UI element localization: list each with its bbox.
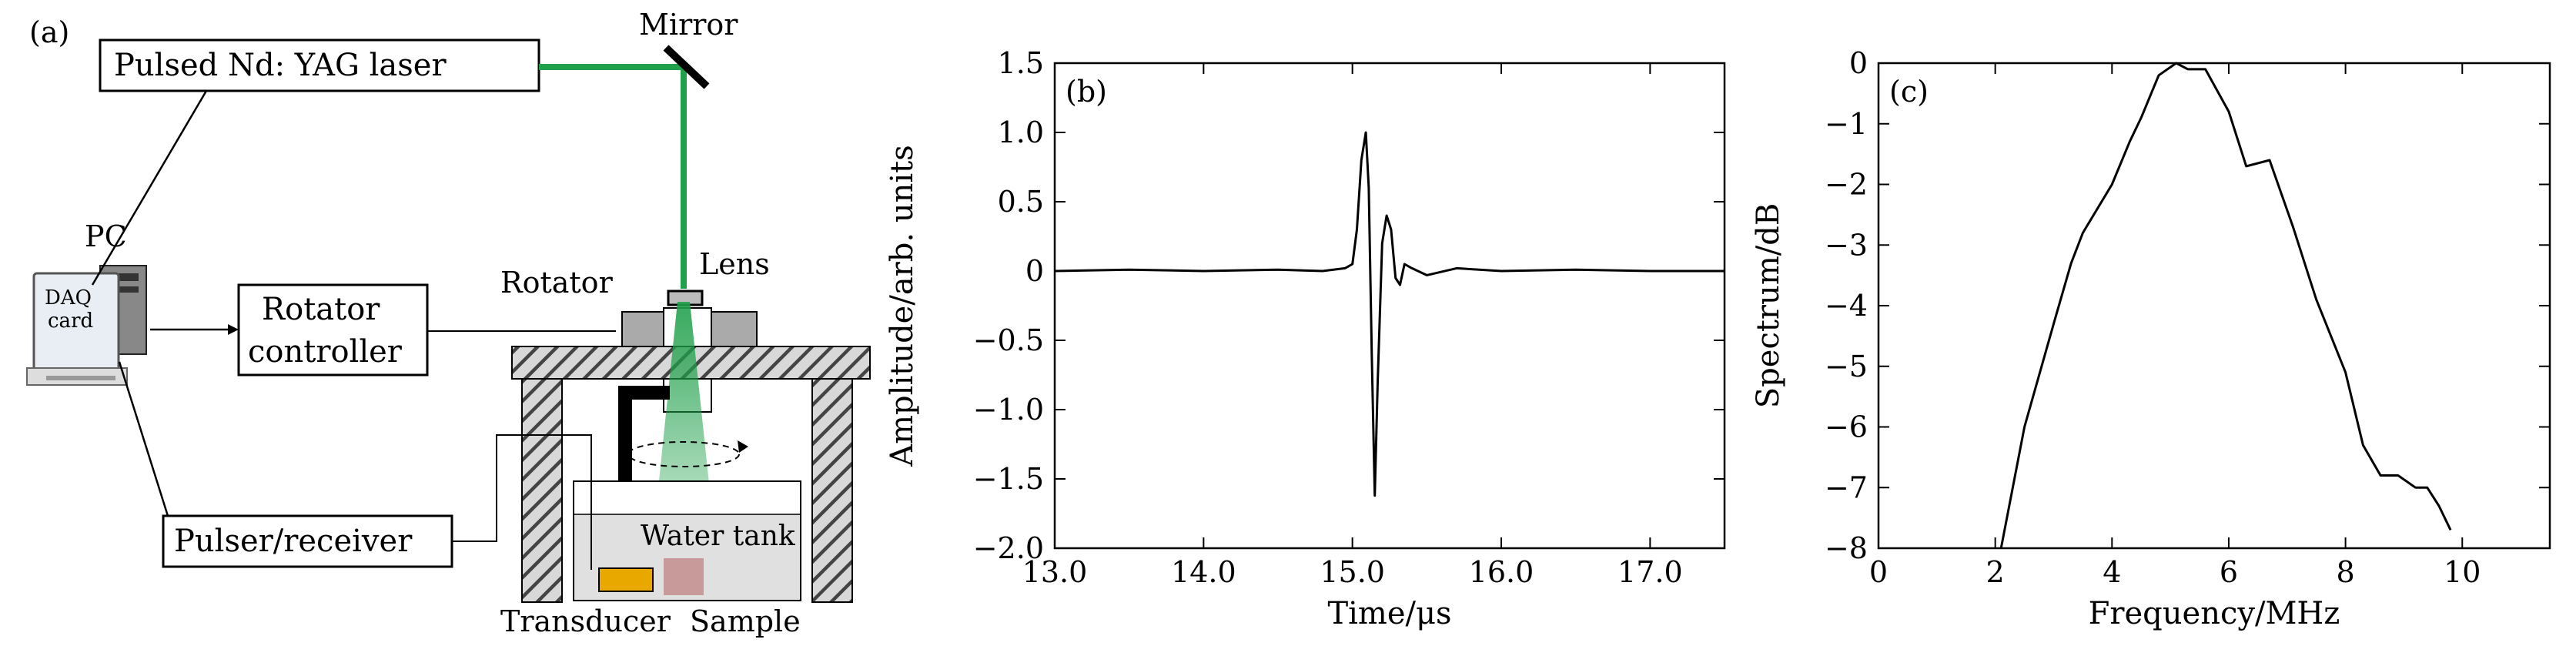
y-tick-label: −8 — [1825, 531, 1868, 565]
x-axis-label: Time/μs — [1327, 596, 1451, 631]
time-domain-chart: 13.0 14.0 15.0 16.0 17.0 1.5 1.0 0.5 0 −0.5 −1.0 −1… — [885, 46, 1726, 631]
pulser-receiver-label: Pulser/receiver — [174, 524, 413, 559]
platform-leg-right — [811, 378, 853, 603]
x-tick-label: 17.0 — [1618, 555, 1683, 589]
x-tick-label: 14.0 — [1171, 555, 1236, 589]
panel-a-label: (a) — [29, 15, 69, 49]
x-tick-label: 8 — [2337, 555, 2355, 589]
spectrum-chart: 0 2 4 6 8 10 0 −1 −2 −3 −4 −5 −6 −7 −8 (c) Frequency/MHz… — [1751, 46, 2551, 631]
y-tick-label: −2.0 — [973, 531, 1044, 565]
pulser-receiver-box — [162, 514, 453, 568]
daq-label-2: card — [48, 310, 93, 333]
laser-label: Pulsed Nd: YAG laser — [114, 48, 447, 83]
y-tick-label: −5 — [1825, 350, 1868, 383]
x-tick-label: 2 — [1986, 555, 2005, 589]
x-tick-label: 0 — [1869, 555, 1888, 589]
y-tick-label: 1.5 — [998, 46, 1044, 80]
rotator-controller-box — [237, 283, 429, 377]
daq-label-1: DAQ — [45, 286, 92, 310]
computer-icon — [26, 265, 147, 386]
y-tick-label: −1.5 — [973, 462, 1044, 496]
pc-label: PC — [85, 219, 127, 253]
series-line — [1054, 131, 1725, 497]
mirror-label: Mirror — [639, 8, 738, 42]
series-line — [1999, 62, 2452, 549]
laser-beam — [539, 64, 687, 289]
y-tick-label: 0 — [1849, 46, 1868, 80]
arrowhead-icon — [228, 324, 239, 335]
x-tick-label: 4 — [2103, 555, 2121, 589]
x-axis-label: Frequency/MHz — [2089, 596, 2340, 631]
x-tick-label: 16.0 — [1469, 555, 1534, 589]
lens-label: Lens — [699, 247, 770, 281]
x-tick-label: 13.0 — [1022, 555, 1088, 589]
y-axis-label: Amplitude/arb. units — [885, 145, 920, 467]
pulser-transducer-cable — [452, 434, 592, 570]
y-tick-label: −7 — [1825, 470, 1868, 504]
y-tick-label: 0 — [1025, 254, 1044, 288]
y-tick-label: −1.0 — [973, 393, 1044, 427]
pc-pulser-cable — [118, 361, 169, 517]
mirror-icon — [663, 45, 710, 89]
rotator-controller-label-1: Rotator — [262, 292, 380, 327]
x-tick-label: 10 — [2444, 555, 2481, 589]
y-tick-label: −6 — [1825, 410, 1868, 444]
y-axis-label: Spectrum/dB — [1751, 203, 1786, 408]
y-tick-label: 1.0 — [998, 115, 1044, 149]
y-tick-label: −2 — [1825, 168, 1868, 202]
x-tick-label: 15.0 — [1320, 555, 1385, 589]
sample-label: Sample — [690, 604, 801, 638]
water-tank-label: Water tank — [641, 520, 796, 552]
y-tick-label: −0.5 — [973, 323, 1044, 357]
y-tick-label: 0.5 — [998, 185, 1044, 219]
experimental-setup-diagram: (a) Pulsed Nd: YAG laser Mirror PC DAQ c… — [26, 8, 871, 638]
panel-label: (b) — [1066, 75, 1107, 109]
y-tick-label: −1 — [1825, 107, 1868, 141]
panel-label: (c) — [1889, 75, 1929, 109]
sample-icon — [664, 558, 704, 595]
rotator-label: Rotator — [500, 266, 614, 300]
y-tick-label: −4 — [1825, 289, 1868, 323]
rotator-controller-label-2: controller — [248, 334, 403, 370]
plot-frame — [1053, 62, 1726, 550]
transducer-label: Transducer — [500, 604, 671, 638]
laser-box — [99, 38, 540, 92]
transducer-icon — [598, 567, 654, 592]
plot-frame — [1877, 62, 2551, 550]
y-tick-label: −3 — [1825, 228, 1868, 262]
rotation-indicator — [627, 441, 740, 467]
rotation-arrow-icon — [738, 440, 748, 453]
pc-laser-cable — [91, 90, 208, 286]
platform-leg-left — [521, 378, 563, 603]
x-tick-label: 6 — [2220, 555, 2238, 589]
